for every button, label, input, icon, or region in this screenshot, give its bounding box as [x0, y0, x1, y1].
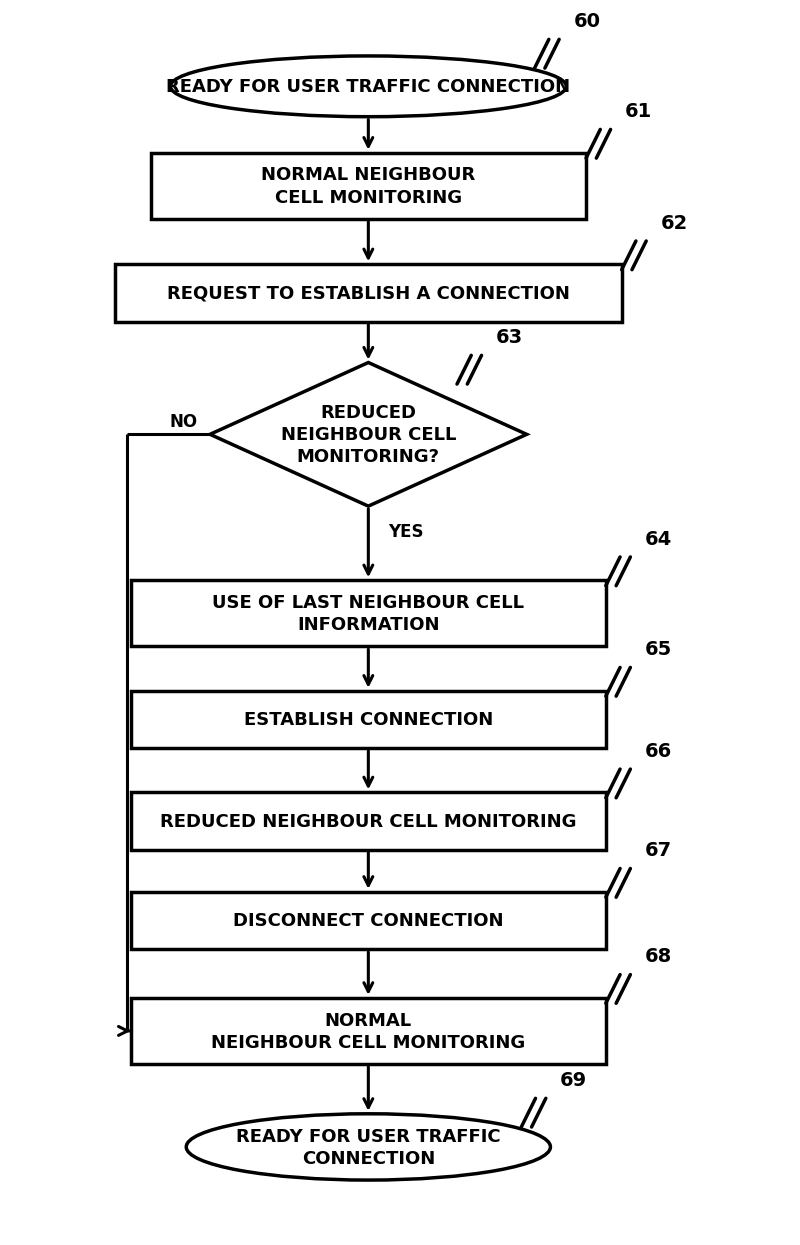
Text: DISCONNECT CONNECTION: DISCONNECT CONNECTION [233, 911, 503, 930]
Text: 69: 69 [560, 1071, 587, 1089]
Text: USE OF LAST NEIGHBOUR CELL
INFORMATION: USE OF LAST NEIGHBOUR CELL INFORMATION [212, 594, 524, 634]
Text: REDUCED NEIGHBOUR CELL MONITORING: REDUCED NEIGHBOUR CELL MONITORING [160, 812, 577, 830]
Bar [150, 153, 586, 219]
Text: 60: 60 [574, 12, 600, 31]
Bar [131, 998, 606, 1064]
Text: 61: 61 [625, 102, 652, 121]
Bar [131, 891, 606, 950]
Text: REDUCED
NEIGHBOUR CELL
MONITORING?: REDUCED NEIGHBOUR CELL MONITORING? [281, 403, 456, 466]
Text: 65: 65 [645, 640, 672, 659]
Bar [131, 580, 606, 647]
Polygon shape [210, 364, 526, 507]
Text: 63: 63 [496, 327, 523, 347]
Text: ESTABLISH CONNECTION: ESTABLISH CONNECTION [244, 711, 493, 728]
Ellipse shape [186, 1114, 550, 1180]
Text: NORMAL NEIGHBOUR
CELL MONITORING: NORMAL NEIGHBOUR CELL MONITORING [262, 167, 475, 207]
Text: 68: 68 [645, 947, 672, 966]
Ellipse shape [170, 56, 566, 117]
Text: 66: 66 [645, 742, 672, 761]
Text: NO: NO [170, 412, 198, 431]
Bar [131, 691, 606, 748]
Text: 67: 67 [645, 840, 672, 860]
Bar [131, 793, 606, 850]
Text: READY FOR USER TRAFFIC
CONNECTION: READY FOR USER TRAFFIC CONNECTION [236, 1127, 501, 1167]
Text: REQUEST TO ESTABLISH A CONNECTION: REQUEST TO ESTABLISH A CONNECTION [167, 284, 570, 303]
Text: READY FOR USER TRAFFIC CONNECTION: READY FOR USER TRAFFIC CONNECTION [166, 78, 570, 96]
Text: NORMAL
NEIGHBOUR CELL MONITORING: NORMAL NEIGHBOUR CELL MONITORING [211, 1011, 526, 1051]
Text: 64: 64 [645, 529, 672, 549]
Text: YES: YES [388, 523, 424, 542]
Text: 62: 62 [661, 214, 688, 233]
Bar [115, 265, 622, 322]
